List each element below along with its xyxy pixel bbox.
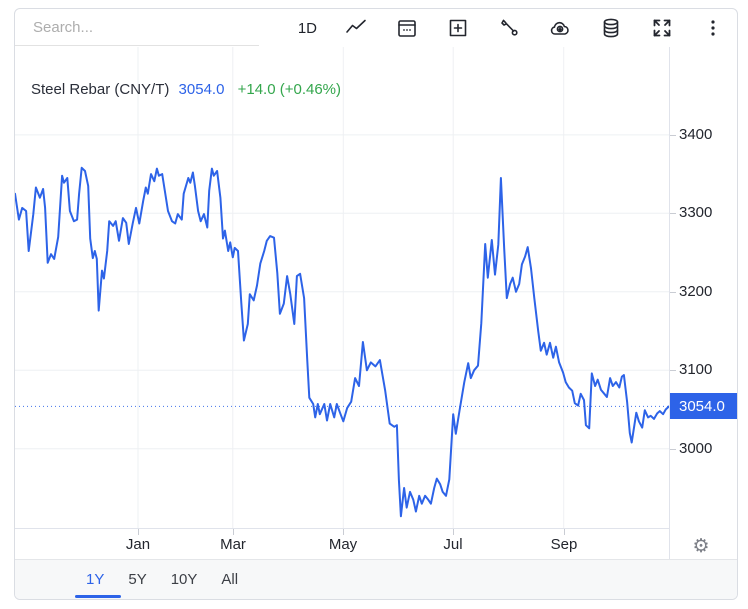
time-axis-label: Jul [443, 536, 463, 553]
chart-widget: 1D [14, 8, 738, 600]
price-line-chart [15, 47, 669, 528]
last-price: 3054.0 [178, 81, 225, 98]
interval-button[interactable]: 1D [297, 19, 317, 37]
time-axis-label: Jan [125, 536, 151, 553]
price-axis-label: 3200 [679, 283, 713, 300]
search-input[interactable] [15, 9, 259, 45]
time-axis-tick [564, 529, 565, 535]
add-panel-icon[interactable] [446, 16, 470, 40]
price-axis-label: 3100 [679, 361, 713, 378]
active-range-underline [75, 595, 121, 598]
price-axis-tick [670, 292, 676, 293]
current-price-badge: 3054.0 [670, 393, 737, 419]
price-axis-label: 3400 [679, 126, 713, 143]
range-tab-1y[interactable]: 1Y [86, 571, 105, 588]
price-axis[interactable]: 3054.0 3000 3100 3200 3300 3400 [669, 47, 737, 561]
time-axis-tick [343, 529, 344, 535]
toolbar-actions: 1D [298, 9, 725, 47]
time-axis[interactable]: ⚙ Jan Mar May Jul Sep [15, 528, 710, 561]
chart-legend: Steel Rebar (CNY/T) 3054.0 +14.0 (+0.46%… [31, 81, 341, 98]
time-axis-label: Sep [550, 536, 578, 553]
price-axis-label: 3300 [679, 204, 713, 221]
price-series-line [15, 166, 669, 518]
time-axis-tick [138, 529, 139, 535]
price-change: +14.0 (+0.46%) [237, 81, 342, 98]
chart-settings-gear-icon[interactable]: ⚙ [681, 534, 721, 558]
price-axis-tick [670, 449, 676, 450]
fullscreen-icon[interactable] [650, 16, 674, 40]
line-chart-icon[interactable] [344, 16, 368, 40]
toolbar: 1D [15, 9, 737, 47]
price-axis-label: 3000 [679, 440, 713, 457]
range-selector: 1Y 5Y 10Y All [15, 559, 737, 599]
price-axis-tick [670, 135, 676, 136]
time-axis-label: May [328, 536, 358, 553]
chart-plot-area[interactable]: Steel Rebar (CNY/T) 3054.0 +14.0 (+0.46%… [15, 47, 669, 528]
range-tab-5y[interactable]: 5Y [128, 571, 147, 588]
more-menu-icon[interactable] [701, 16, 725, 40]
calendar-icon[interactable] [395, 16, 419, 40]
cloud-download-icon[interactable] [548, 16, 572, 40]
search-field [15, 9, 259, 46]
price-axis-tick [670, 213, 676, 214]
tools-icon[interactable] [497, 16, 521, 40]
range-tab-10y[interactable]: 10Y [170, 571, 198, 588]
symbol-name: Steel Rebar (CNY/T) [31, 81, 170, 98]
range-tab-all[interactable]: All [221, 571, 239, 588]
time-axis-tick [453, 529, 454, 535]
time-axis-label: Mar [220, 536, 246, 553]
time-axis-tick [233, 529, 234, 535]
price-axis-tick [670, 370, 676, 371]
database-icon[interactable] [599, 16, 623, 40]
